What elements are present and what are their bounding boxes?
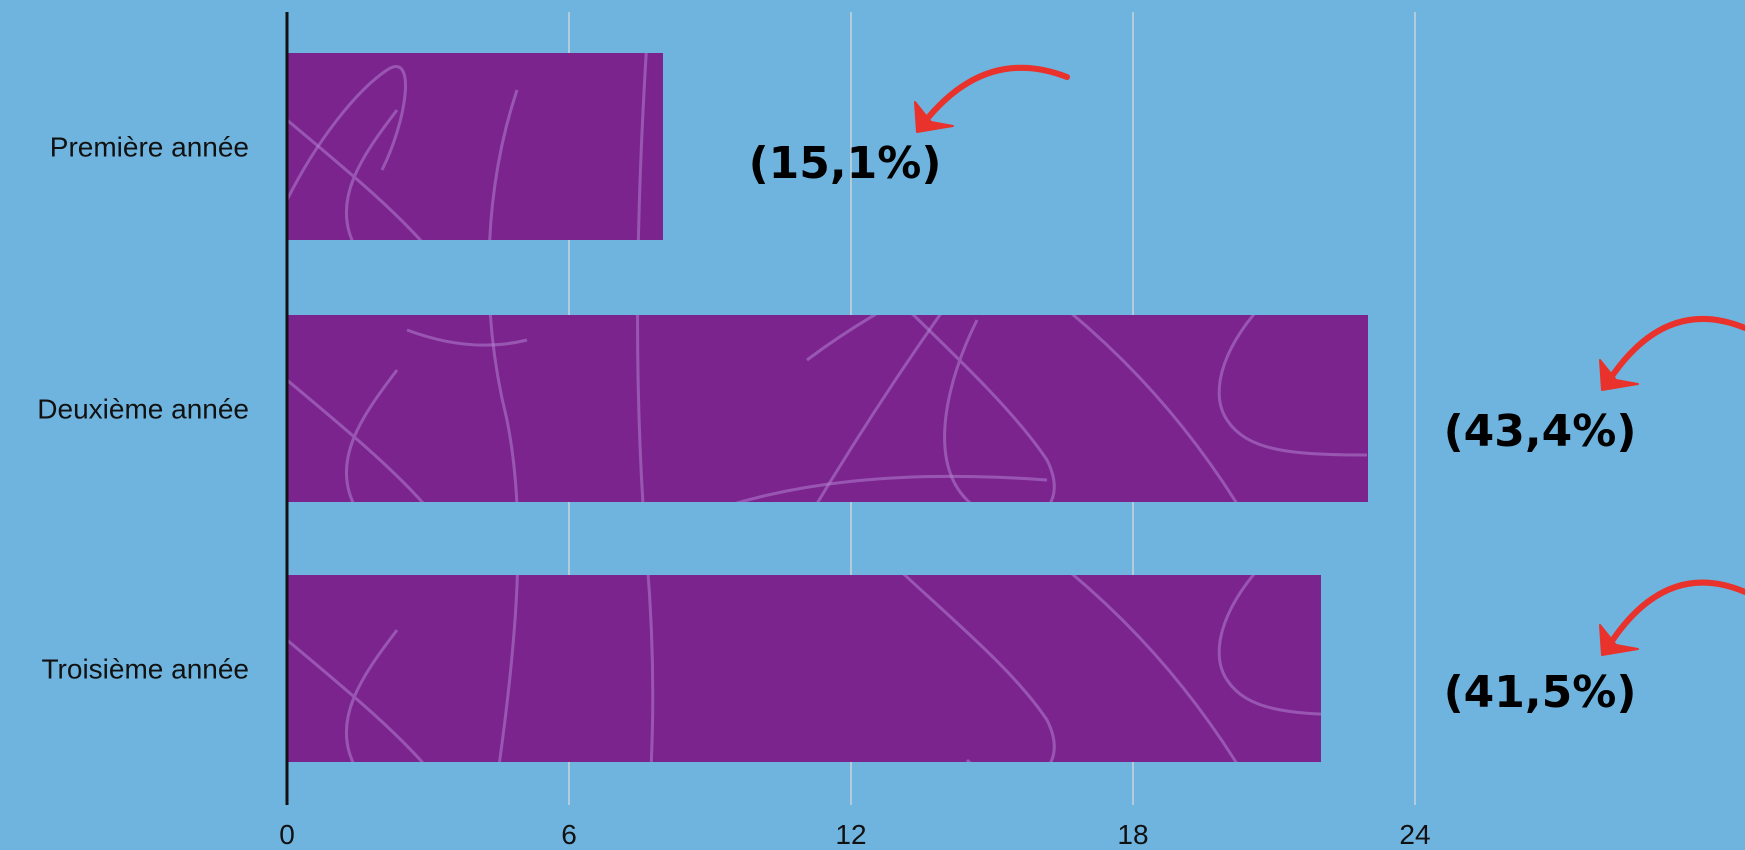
category-label-2: Deuxième année: [37, 394, 249, 425]
bar-pattern-3: [287, 575, 1321, 762]
percent-label-1: (15,1%): [749, 138, 942, 189]
arrow-3: [1605, 579, 1745, 650]
x-tick-label-0: 0: [279, 819, 295, 850]
arrowhead-3: [1599, 624, 1639, 656]
arrowhead-1: [914, 101, 954, 133]
bar-pattern-1: [287, 53, 663, 240]
percent-label-3: (41,5%): [1444, 667, 1637, 718]
arrowhead-2: [1599, 359, 1639, 391]
percent-annotations: (15,1%) (43,4%) (41,5%): [749, 64, 1745, 718]
arrow-2: [1605, 315, 1745, 385]
x-tick-label-6: 6: [561, 819, 577, 850]
bars: [287, 53, 1368, 762]
bar-pattern-2: [287, 315, 1368, 502]
percent-label-2: (43,4%): [1444, 406, 1637, 457]
x-tick-label-18: 18: [1117, 819, 1148, 850]
category-label-3: Troisième année: [41, 654, 249, 685]
arrow-1: [920, 64, 1070, 127]
category-label-1: Première année: [50, 132, 249, 163]
x-tick-label-12: 12: [835, 819, 866, 850]
category-labels: Première année Deuxième année Troisième an…: [37, 132, 249, 685]
x-tick-labels: 0 6 12 18 24: [279, 819, 1430, 850]
x-tick-label-24: 24: [1399, 819, 1430, 850]
